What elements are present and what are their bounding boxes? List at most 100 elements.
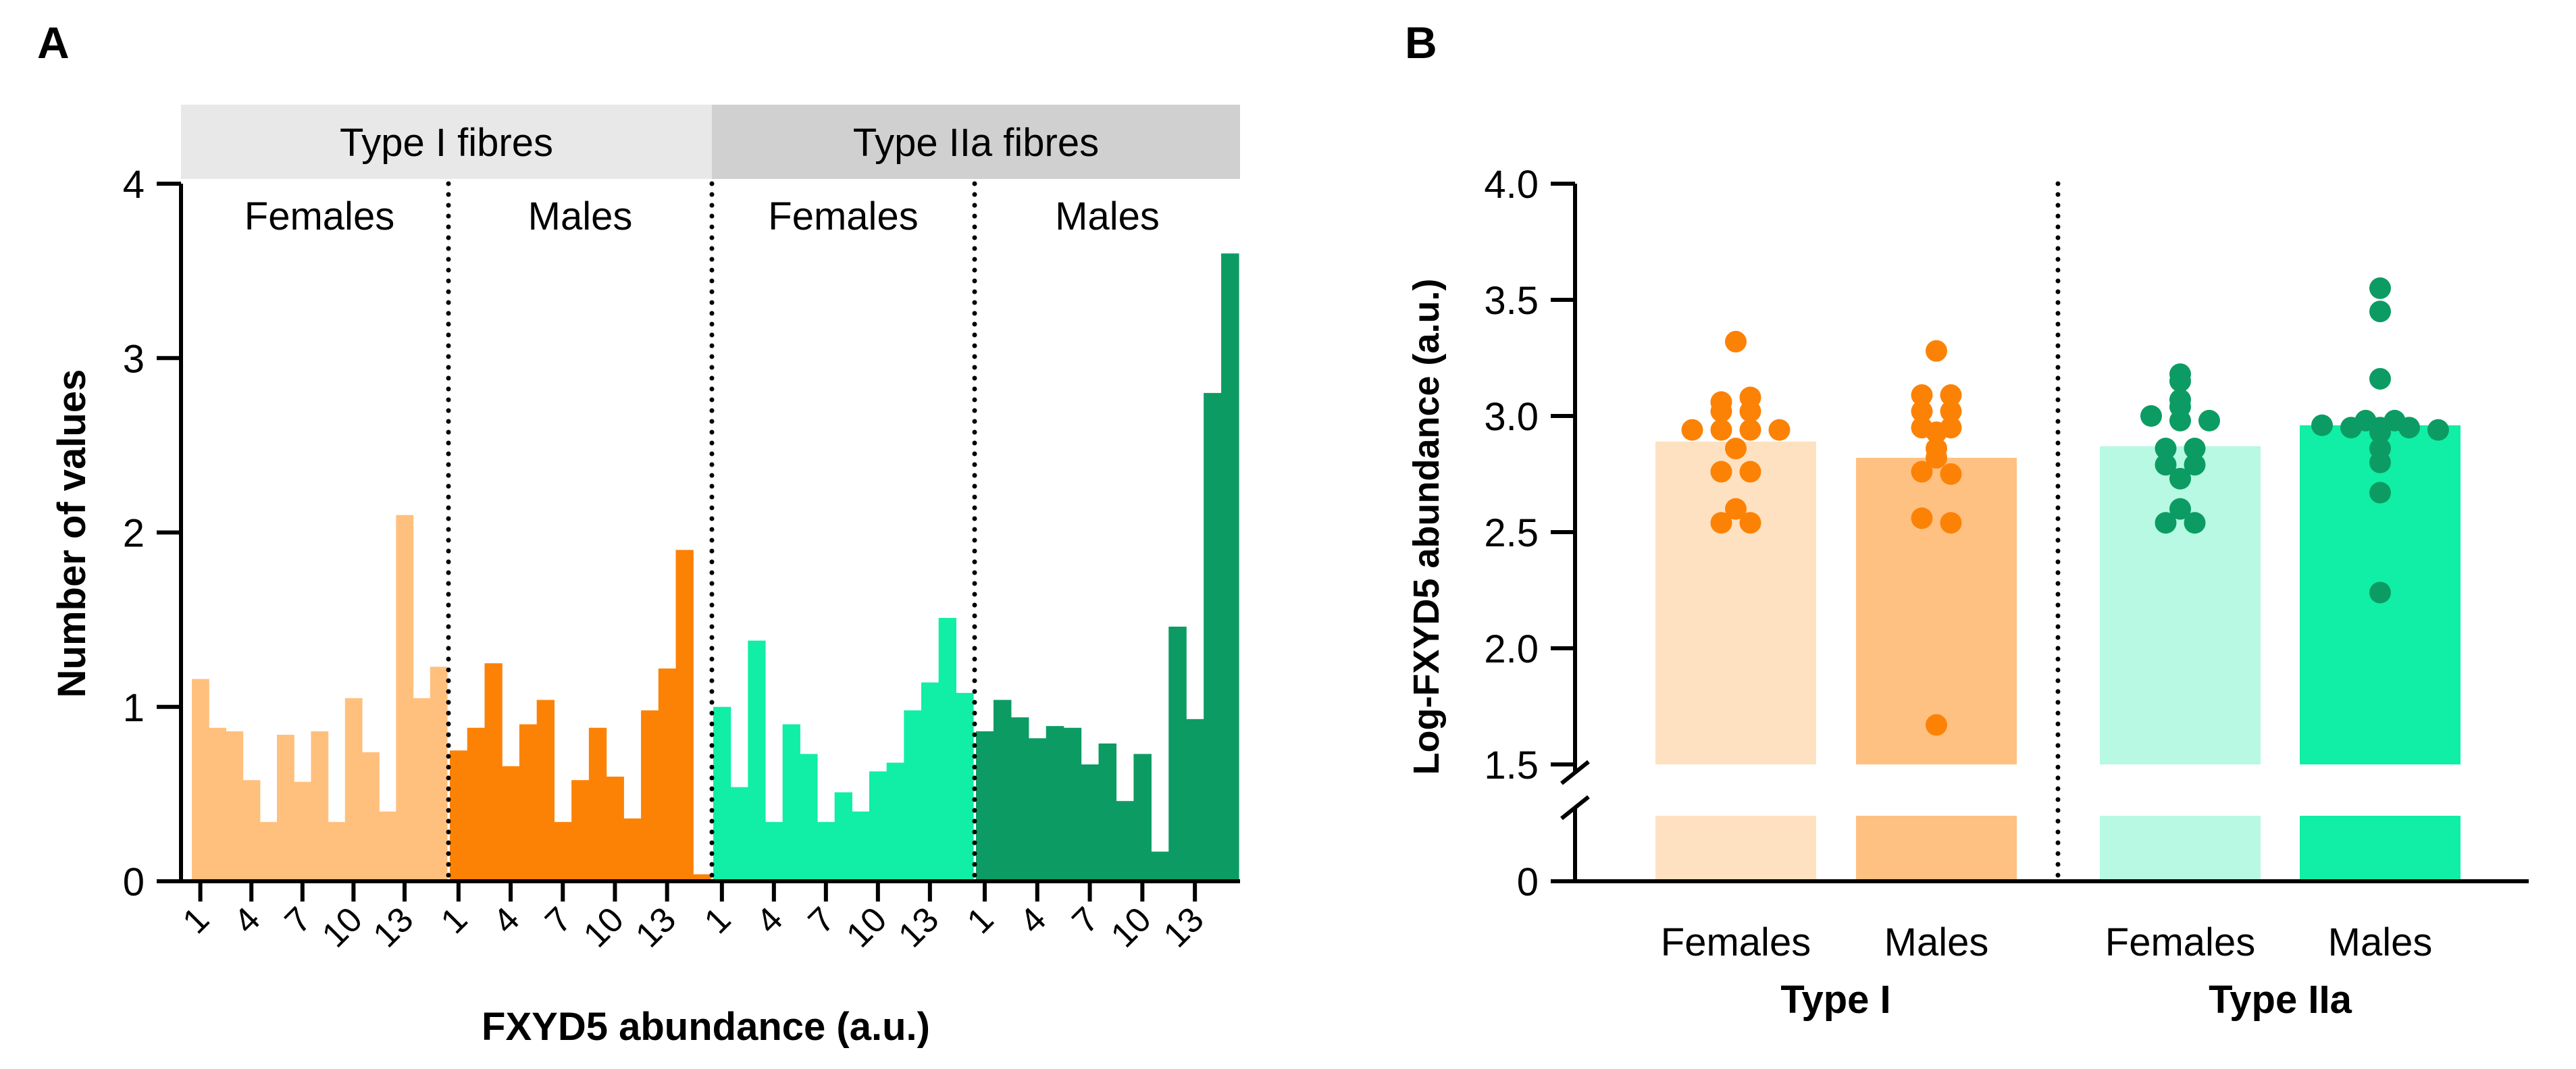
x-tick-label: 10 (839, 899, 894, 955)
x-category-label: Males (2328, 920, 2433, 964)
data-point (1940, 384, 1962, 407)
bar-segment (1655, 441, 1816, 764)
y-tick-label: 0 (1517, 860, 1539, 904)
histogram-bar (921, 682, 939, 881)
x-tick-label: 10 (576, 899, 632, 955)
data-point (2369, 581, 2391, 604)
data-point (1725, 330, 1747, 353)
x-category-label: Females (2105, 920, 2255, 964)
axis-break-mark (1560, 760, 1590, 785)
histogram-bar (362, 752, 380, 881)
x-tick-label: 4 (226, 899, 267, 941)
header-label: Type IIa fibres (853, 121, 1099, 165)
histogram-bar (1028, 738, 1047, 881)
data-point (2369, 277, 2391, 299)
y-tick-label: 1 (123, 686, 145, 730)
histogram-bar (765, 822, 783, 881)
histogram-bar (1133, 754, 1152, 881)
panel-a-label: A (37, 18, 70, 68)
histogram-bar (502, 766, 520, 882)
y-axis-title: Number of values (50, 369, 94, 698)
histogram-bar (886, 762, 904, 881)
histogram-bar (413, 698, 431, 881)
histogram-bar (259, 822, 278, 881)
data-point (2169, 498, 2191, 520)
x-tick-label: 4 (1012, 899, 1054, 941)
data-point (1739, 461, 1761, 483)
y-tick-label: 2 (123, 512, 145, 556)
panel-label: Females (768, 194, 918, 238)
histogram-bar (484, 663, 503, 881)
x-tick-label: 10 (315, 899, 370, 955)
group-label: Type I (1780, 978, 1890, 1022)
histogram-bar (277, 735, 294, 881)
x-tick-label: 10 (1104, 899, 1159, 955)
y-tick-label: 3.0 (1484, 395, 1539, 439)
bar-segment (1655, 816, 1816, 881)
histogram-bar (379, 811, 396, 881)
histogram-bar (817, 822, 835, 881)
histogram-bar (1063, 727, 1082, 881)
header-band (712, 105, 1240, 179)
histogram-bar (450, 750, 468, 881)
data-point (2155, 438, 2177, 460)
data-point (1926, 714, 1947, 736)
histogram-bar (554, 822, 572, 881)
histogram-bar (1204, 392, 1222, 881)
histogram-bar (588, 727, 607, 881)
histogram-chart: Type I fibres Type IIa fibres Females Males… (50, 105, 1240, 1049)
histogram-bar (800, 754, 818, 881)
x-tick-label: 1 (697, 899, 738, 941)
axis-break-mark (1560, 795, 1590, 820)
panel-label: Females (244, 194, 394, 238)
data-point (1768, 419, 1791, 441)
histogram-bar (1098, 743, 1117, 881)
data-point (2169, 388, 2191, 411)
data-point (2369, 301, 2391, 323)
x-tick-label: 1 (434, 899, 475, 941)
x-category-label: Males (1884, 920, 1989, 964)
data-point (1940, 400, 1962, 423)
histogram-bar (782, 724, 800, 882)
data-point (1911, 400, 1933, 423)
data-point (1926, 340, 1947, 362)
y-tick-label: 0 (123, 860, 145, 904)
x-tick-label: 7 (801, 899, 842, 941)
x-category-label: Females (1661, 920, 1811, 964)
data-point (2384, 409, 2406, 432)
histogram-bar (430, 667, 448, 881)
data-point (1725, 498, 1747, 520)
x-tick-label: 7 (278, 899, 319, 941)
panel-label: Males (1055, 194, 1160, 238)
histogram-bar (226, 731, 244, 881)
histogram-bar (748, 640, 766, 881)
data-point (1681, 419, 1703, 441)
data-point (1940, 417, 1962, 439)
histogram-bar (938, 618, 956, 881)
group-label: Type IIa (2209, 978, 2352, 1022)
histogram-bar (467, 727, 486, 881)
data-point (2311, 414, 2333, 436)
data-point (1725, 438, 1747, 460)
y-tick-label: 4 (123, 163, 145, 207)
histogram-bar (606, 777, 624, 881)
data-point (1940, 463, 1962, 485)
bar-segment (2100, 816, 2261, 881)
histogram-bar (1186, 719, 1204, 881)
data-point (1710, 391, 1732, 413)
histogram-bar (396, 515, 414, 881)
x-tick-label: 13 (891, 899, 946, 955)
data-point (1710, 419, 1732, 441)
y-tick-label: 3 (123, 337, 145, 381)
histogram-bar (1010, 717, 1029, 881)
data-point (2369, 481, 2391, 504)
x-tick-label: 7 (1065, 899, 1106, 941)
bar-segment (2100, 446, 2261, 764)
histogram-bar (993, 700, 1012, 881)
histogram-bar (294, 781, 311, 881)
histogram-bar (209, 727, 226, 881)
header-band (181, 105, 712, 179)
data-point (1739, 512, 1761, 534)
histogram-bar (1221, 253, 1239, 881)
